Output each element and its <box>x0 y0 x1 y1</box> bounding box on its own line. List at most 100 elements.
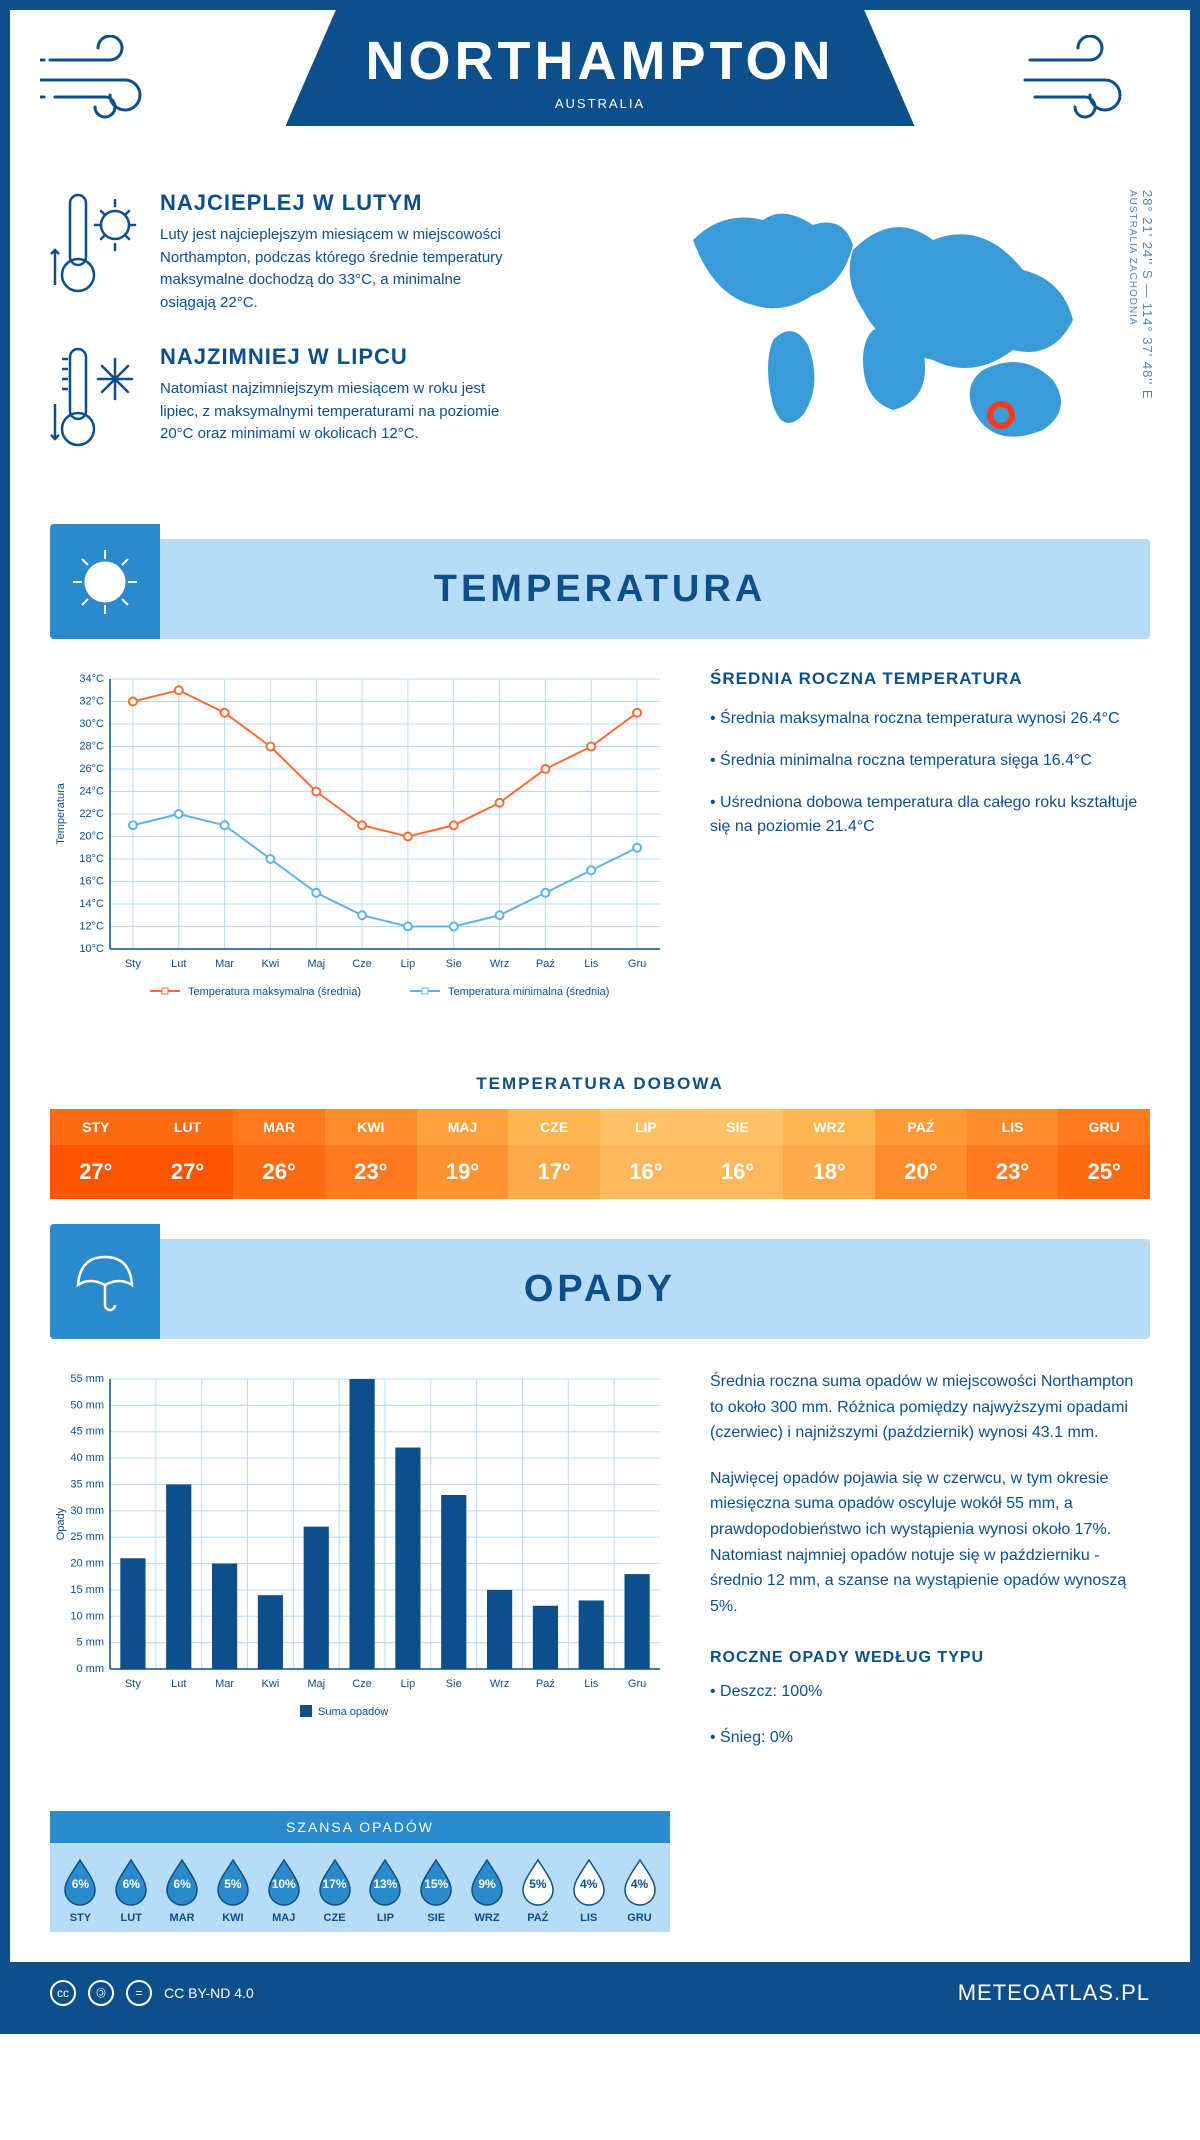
chance-cell: 10%MAJ <box>258 1858 309 1924</box>
header: NORTHAMPTON AUSTRALIA <box>10 10 1190 180</box>
temp-cell: MAJ19° <box>417 1109 509 1199</box>
svg-text:34°C: 34°C <box>79 673 104 685</box>
svg-text:20°C: 20°C <box>79 831 104 843</box>
svg-text:Kwi: Kwi <box>262 1678 280 1690</box>
precipitation-bar-chart: 0 mm 5 mm 10 mm 15 mm 20 mm 25 mm 30 mm 35 mm 40… <box>50 1369 670 1771</box>
svg-text:Sty: Sty <box>125 1678 141 1690</box>
svg-text:25 mm: 25 mm <box>70 1531 104 1543</box>
svg-text:Maj: Maj <box>307 1678 325 1690</box>
svg-text:10°C: 10°C <box>79 943 104 955</box>
chance-cell: 17%CZE <box>309 1858 360 1924</box>
svg-text:Lip: Lip <box>401 1678 416 1690</box>
fact-cold-title: NAJZIMNIEJ W LIPCU <box>160 344 520 370</box>
svg-text:Temperatura: Temperatura <box>55 782 67 845</box>
svg-text:10 mm: 10 mm <box>70 1610 104 1622</box>
temp-cell: LIP16° <box>600 1109 692 1199</box>
temp-cell: SIE16° <box>692 1109 784 1199</box>
svg-text:Gru: Gru <box>628 958 646 970</box>
precip-p2: Najwięcej opadów pojawia się w czerwcu, … <box>710 1466 1150 1620</box>
svg-text:22°C: 22°C <box>79 808 104 820</box>
section-title: OPADY <box>524 1268 676 1311</box>
intro-section: NAJCIEPLEJ W LUTYM Luty jest najcieplejs… <box>10 180 1190 519</box>
svg-text:Lis: Lis <box>584 958 599 970</box>
svg-text:30 mm: 30 mm <box>70 1505 104 1517</box>
svg-text:Sty: Sty <box>125 958 141 970</box>
section-title: TEMPERATURA <box>434 568 767 611</box>
svg-text:50 mm: 50 mm <box>70 1399 104 1411</box>
chance-cell: 6%MAR <box>157 1858 208 1924</box>
license-text: CC BY-ND 4.0 <box>164 1985 254 2001</box>
svg-text:15 mm: 15 mm <box>70 1584 104 1596</box>
chance-cell: 5%KWI <box>207 1858 258 1924</box>
svg-text:26°C: 26°C <box>79 763 104 775</box>
svg-text:32°C: 32°C <box>79 696 104 708</box>
svg-text:40 mm: 40 mm <box>70 1452 104 1464</box>
temp-info-title: ŚREDNIA ROCZNA TEMPERATURA <box>710 669 1150 689</box>
svg-text:45 mm: 45 mm <box>70 1426 104 1438</box>
svg-text:Mar: Mar <box>215 958 234 970</box>
thermometer-hot-icon <box>50 190 140 314</box>
svg-text:Cze: Cze <box>352 958 372 970</box>
svg-text:Suma opadów: Suma opadów <box>318 1706 388 1718</box>
svg-text:30°C: 30°C <box>79 718 104 730</box>
fact-coldest: NAJZIMNIEJ W LIPCU Natomiast najzimniejs… <box>50 344 585 459</box>
temp-cell: PAŹ20° <box>875 1109 967 1199</box>
svg-text:5 mm: 5 mm <box>77 1637 105 1649</box>
nd-icon: = <box>126 1980 152 2006</box>
chance-title: SZANSA OPADÓW <box>50 1811 670 1843</box>
precip-p1: Średnia roczna suma opadów w miejscowośc… <box>710 1369 1150 1446</box>
precipitation-info: Średnia roczna suma opadów w miejscowośc… <box>710 1369 1150 1771</box>
chance-cell: 6%LUT <box>106 1858 157 1924</box>
svg-text:18°C: 18°C <box>79 853 104 865</box>
fact-warmest: NAJCIEPLEJ W LUTYM Luty jest najcieplejs… <box>50 190 585 314</box>
svg-text:Paź: Paź <box>536 958 555 970</box>
temp-cell: CZE17° <box>508 1109 600 1199</box>
page-subtitle: AUSTRALIA <box>366 96 835 111</box>
svg-text:35 mm: 35 mm <box>70 1478 104 1490</box>
svg-text:55 mm: 55 mm <box>70 1373 104 1385</box>
precipitation-chance-box: SZANSA OPADÓW 6%STY6%LUT6%MAR5%KWI10%MAJ… <box>50 1811 670 1932</box>
svg-text:Lis: Lis <box>584 1678 599 1690</box>
svg-text:Sie: Sie <box>446 958 462 970</box>
temp-cell: KWI23° <box>325 1109 417 1199</box>
temp-cell: LIS23° <box>967 1109 1059 1199</box>
chance-cell: 4%GRU <box>614 1858 665 1924</box>
chance-cell: 6%STY <box>55 1858 106 1924</box>
svg-text:Gru: Gru <box>628 1678 646 1690</box>
svg-text:Lut: Lut <box>171 958 186 970</box>
svg-text:Wrz: Wrz <box>490 1678 509 1690</box>
svg-text:Cze: Cze <box>352 1678 372 1690</box>
svg-text:0 mm: 0 mm <box>77 1663 105 1675</box>
temp-cell: WRZ18° <box>783 1109 875 1199</box>
precip-snow: • Śnieg: 0% <box>710 1725 1150 1751</box>
cc-icon: cc <box>50 1980 76 2006</box>
section-header-temperature: TEMPERATURA <box>50 539 1150 639</box>
svg-text:14°C: 14°C <box>79 898 104 910</box>
umbrella-icon <box>50 1224 160 1339</box>
title-banner: NORTHAMPTON AUSTRALIA <box>286 10 915 126</box>
fact-warm-title: NAJCIEPLEJ W LUTYM <box>160 190 520 216</box>
section-header-precipitation: OPADY <box>50 1239 1150 1339</box>
svg-text:20 mm: 20 mm <box>70 1558 104 1570</box>
chance-cell: 5%PAŹ <box>512 1858 563 1924</box>
chance-cell: 9%WRZ <box>462 1858 513 1924</box>
sun-icon <box>50 524 160 639</box>
fact-warm-text: Luty jest najcieplejszym miesiącem w mie… <box>160 224 520 314</box>
svg-text:Maj: Maj <box>307 958 325 970</box>
precip-type-title: ROCZNE OPADY WEDŁUG TYPU <box>710 1649 1150 1667</box>
svg-text:Lut: Lut <box>171 1678 186 1690</box>
svg-text:Mar: Mar <box>215 1678 234 1690</box>
fact-cold-text: Natomiast najzimniejszym miesiącem w rok… <box>160 378 520 446</box>
chance-cell: 15%SIE <box>411 1858 462 1924</box>
svg-text:Paź: Paź <box>536 1678 555 1690</box>
footer: cc 🄯 = CC BY-ND 4.0 METEOATLAS.PL <box>10 1962 1190 2024</box>
svg-text:Sie: Sie <box>446 1678 462 1690</box>
svg-text:Wrz: Wrz <box>490 958 509 970</box>
temp-cell: LUT27° <box>142 1109 234 1199</box>
precip-rain: • Deszcz: 100% <box>710 1679 1150 1705</box>
svg-text:Temperatura minimalna (średnia: Temperatura minimalna (średnia) <box>448 986 609 998</box>
chance-cell: 13%LIP <box>360 1858 411 1924</box>
brand: METEOATLAS.PL <box>958 1980 1150 2006</box>
temp-cell: MAR26° <box>233 1109 325 1199</box>
temperature-info: ŚREDNIA ROCZNA TEMPERATURA • Średnia mak… <box>710 669 1150 1014</box>
